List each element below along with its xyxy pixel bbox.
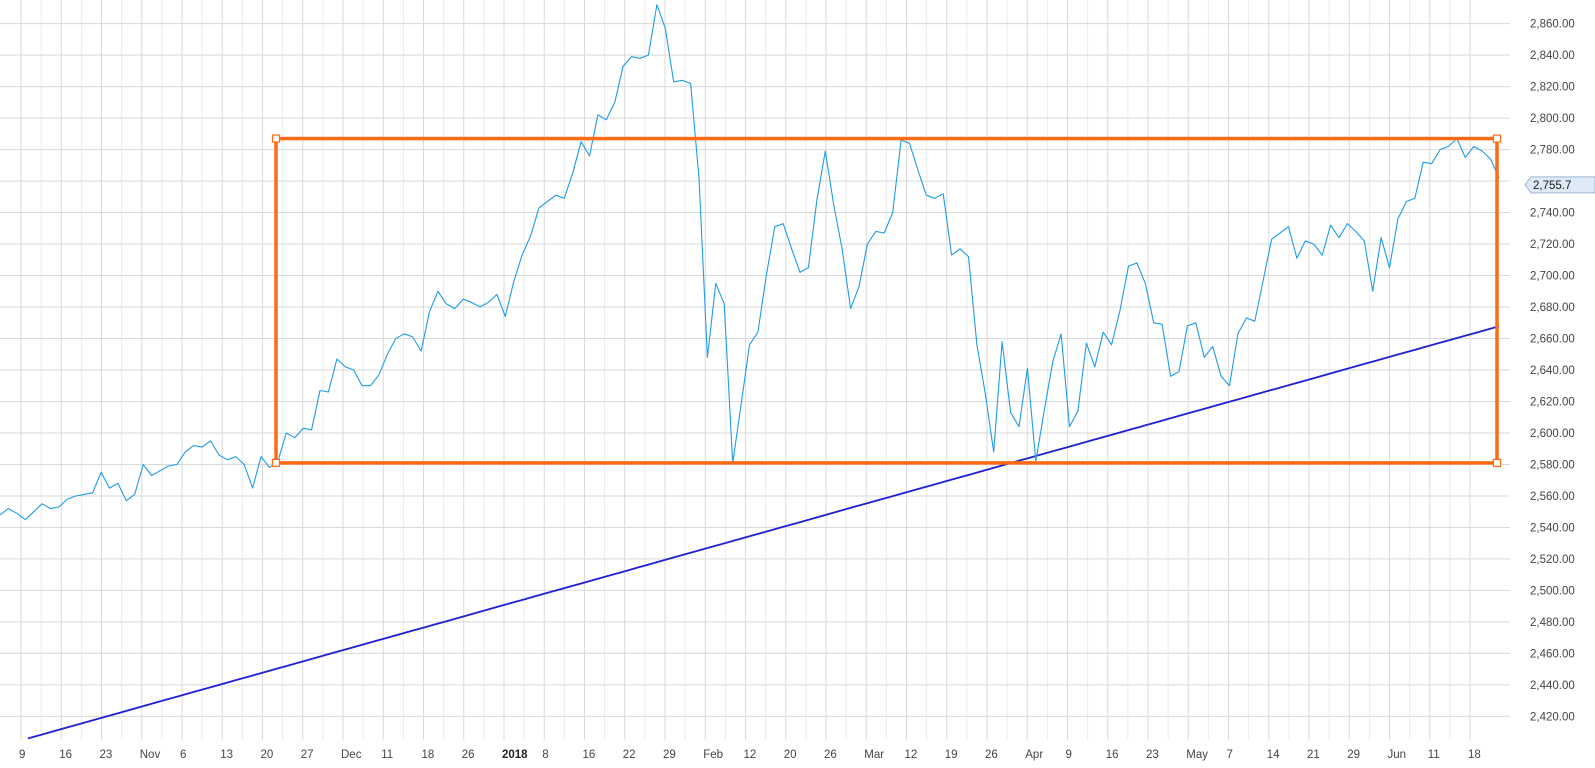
last-price-label: 2,755.7 — [1533, 180, 1571, 192]
x-tick-label: 27 — [301, 749, 314, 761]
x-tick-label: 23 — [1146, 749, 1159, 761]
x-tick-label: 6 — [180, 749, 186, 761]
y-tick-label: 2,740.00 — [1530, 208, 1575, 220]
rectangle-layer[interactable] — [271, 134, 1502, 467]
x-tick-label: 18 — [1468, 749, 1481, 761]
x-axis: 9 16 23 Nov 6 13 20 27 Dec 11 18 26 2018 8 16 22 29 Feb 12… — [19, 749, 1481, 761]
price-layer — [0, 4, 1500, 521]
x-tick-label: 14 — [1267, 749, 1280, 761]
x-tick-label: 26 — [985, 749, 998, 761]
x-tick-label: 11 — [381, 749, 393, 761]
y-tick-label: 2,620.00 — [1530, 396, 1575, 408]
x-tick-label: Mar — [864, 749, 884, 761]
price-series-line — [0, 4, 1500, 521]
y-tick-label: 2,820.00 — [1530, 82, 1575, 94]
y-tick-label: 2,520.00 — [1530, 554, 1575, 566]
y-tick-label: 2,720.00 — [1530, 239, 1575, 251]
x-tick-label: 20 — [261, 749, 274, 761]
x-tick-label: 29 — [1347, 749, 1360, 761]
last-price-label-layer: 2,755.7 — [1524, 176, 1595, 194]
x-tick-label: 9 — [1066, 749, 1072, 761]
x-tick-label: 26 — [462, 749, 475, 761]
x-tick-label: Jun — [1388, 749, 1407, 761]
y-tick-label: 2,480.00 — [1530, 617, 1575, 629]
rectangle-corner-handle[interactable] — [1492, 458, 1502, 467]
x-tick-label: Apr — [1025, 749, 1043, 761]
x-tick-label: 8 — [542, 749, 548, 761]
x-tick-label: 19 — [945, 749, 958, 761]
range-rectangle[interactable] — [274, 136, 1499, 465]
moving-average-layer — [27, 325, 1500, 740]
x-tick-label: 7 — [1227, 749, 1233, 761]
x-tick-label: 11 — [1428, 749, 1440, 761]
y-tick-label: 2,780.00 — [1530, 145, 1575, 157]
x-tick-label: Nov — [140, 749, 161, 761]
last-price-tag — [1524, 176, 1595, 194]
x-tick-label: 16 — [583, 749, 596, 761]
rectangle-corner-handle[interactable] — [1492, 134, 1502, 143]
x-tick-label: 22 — [623, 749, 636, 761]
x-tick-label: 26 — [824, 749, 837, 761]
y-tick-label: 2,640.00 — [1530, 365, 1575, 377]
rectangle-corner-handle[interactable] — [271, 458, 281, 467]
x-tick-label: 2018 — [502, 749, 528, 761]
x-tick-label: Feb — [703, 749, 723, 761]
y-tick-label: 2,440.00 — [1530, 680, 1575, 692]
y-tick-label: 2,660.00 — [1530, 334, 1575, 346]
y-tick-label: 2,460.00 — [1530, 648, 1575, 660]
moving-average-line — [27, 325, 1500, 740]
x-tick-label: 16 — [1106, 749, 1119, 761]
x-tick-label: 13 — [220, 749, 233, 761]
x-tick-label: 12 — [905, 749, 918, 761]
y-tick-label: 2,800.00 — [1530, 113, 1575, 125]
y-tick-label: 2,700.00 — [1530, 271, 1575, 283]
x-tick-label: 18 — [422, 749, 435, 761]
y-tick-label: 2,540.00 — [1530, 522, 1575, 534]
y-axis: 2,420.00 2,440.00 2,460.00 2,480.00 2,500.00… — [1530, 19, 1575, 724]
x-tick-label: 9 — [19, 749, 25, 761]
rectangle-corner-handle[interactable] — [271, 134, 281, 143]
x-tick-label: 29 — [663, 749, 676, 761]
y-tick-label: 2,680.00 — [1530, 302, 1575, 314]
y-tick-label: 2,840.00 — [1530, 50, 1575, 62]
y-tick-label: 2,500.00 — [1530, 585, 1575, 597]
x-tick-label: 20 — [784, 749, 797, 761]
y-tick-label: 2,560.00 — [1530, 491, 1575, 503]
x-tick-label: 21 — [1307, 749, 1320, 761]
x-tick-label: Dec — [341, 749, 362, 761]
x-tick-label: 23 — [100, 749, 113, 761]
y-tick-label: 2,600.00 — [1530, 428, 1575, 440]
x-tick-label: 12 — [744, 749, 757, 761]
y-tick-label: 2,580.00 — [1530, 459, 1575, 471]
grid-lines — [0, 0, 1510, 740]
x-tick-label: May — [1186, 749, 1208, 761]
y-tick-label: 2,420.00 — [1530, 711, 1575, 723]
y-tick-label: 2,860.00 — [1530, 19, 1575, 31]
x-tick-label: 16 — [59, 749, 72, 761]
